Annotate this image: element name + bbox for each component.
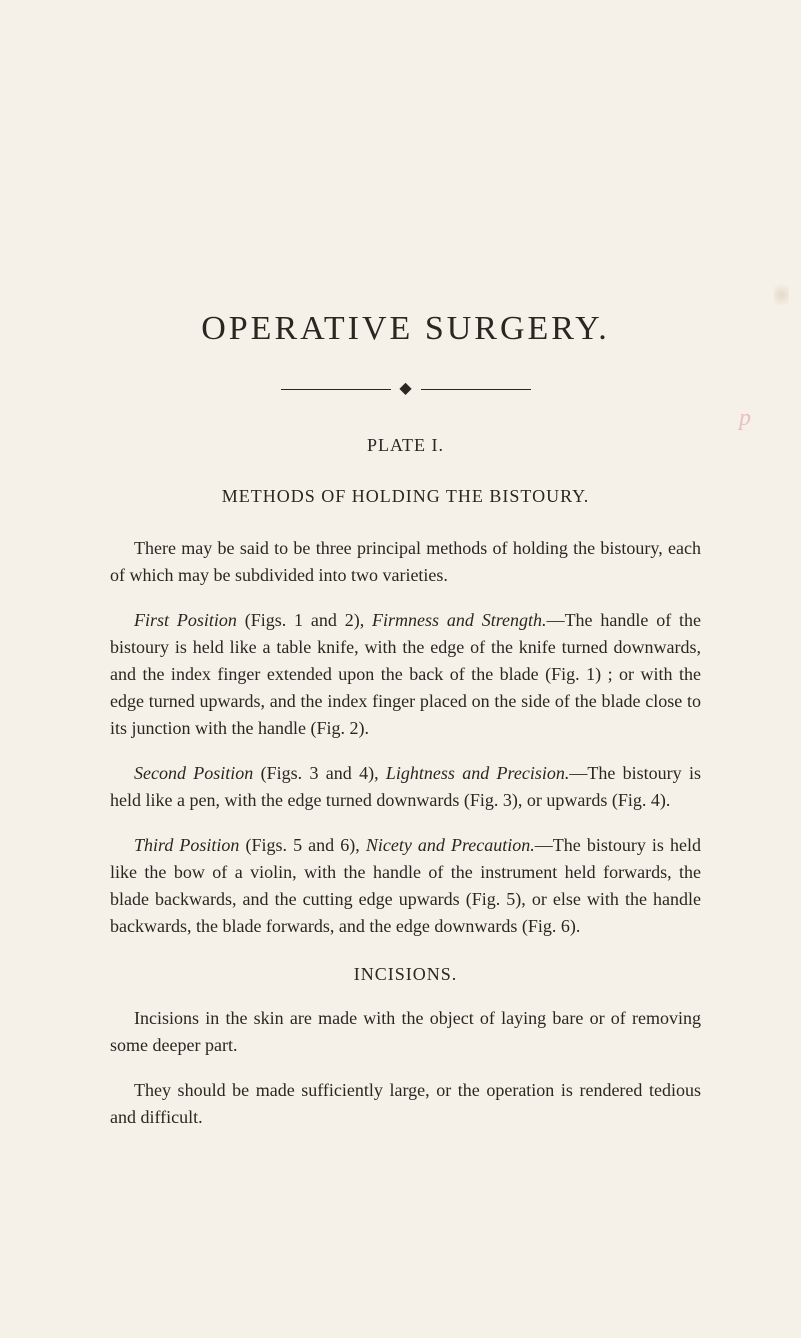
document-title: OPERATIVE SURGERY.	[110, 310, 701, 348]
position-name-1: First Position	[134, 610, 237, 630]
divider-line-right	[421, 389, 531, 390]
page-stain	[774, 280, 789, 310]
background-watermark	[441, 30, 741, 230]
incisions-paragraph-1: Incisions in the skin are made with the …	[110, 1005, 701, 1059]
title-divider: ◆	[110, 383, 701, 395]
section-subtitle: METHODS OF HOLDING THE BISTOURY.	[110, 486, 701, 507]
divider-line-left	[281, 389, 391, 390]
first-position-paragraph: First Position (Figs. 1 and 2), Firmness…	[110, 607, 701, 742]
fig-ref-2: (Figs. 3 and 4),	[253, 763, 386, 783]
document-page: OPERATIVE SURGERY. ◆ p PLATE I. METHODS …	[0, 0, 801, 1338]
position-quality-1: Firmness and Strength.	[372, 610, 547, 630]
position-quality-3: Nicety and Precaution.	[366, 835, 535, 855]
position-name-3: Third Position	[134, 835, 239, 855]
fig-ref-3: (Figs. 5 and 6),	[239, 835, 365, 855]
incisions-paragraph-2: They should be made sufficiently large, …	[110, 1077, 701, 1131]
incisions-heading: INCISIONS.	[110, 964, 701, 985]
third-position-paragraph: Third Position (Figs. 5 and 6), Nicety a…	[110, 832, 701, 940]
intro-paragraph: There may be said to be three principal …	[110, 535, 701, 589]
position-quality-2: Lightness and Precision.	[386, 763, 569, 783]
second-position-paragraph: Second Position (Figs. 3 and 4), Lightne…	[110, 760, 701, 814]
fig-ref-1: (Figs. 1 and 2),	[237, 610, 372, 630]
position-name-2: Second Position	[134, 763, 253, 783]
divider-diamond-icon: ◆	[399, 383, 411, 395]
margin-annotation: p	[739, 405, 751, 432]
plate-label: PLATE I.	[110, 435, 701, 456]
